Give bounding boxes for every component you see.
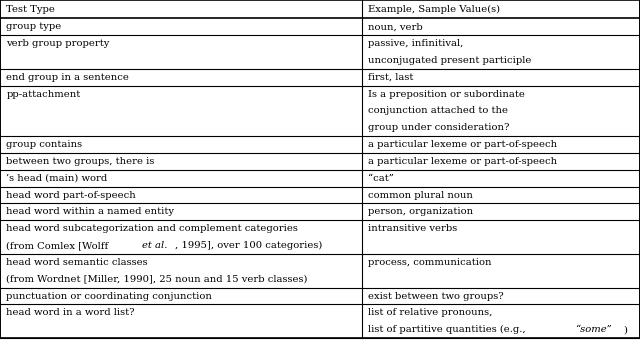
Text: head word part-of-speech: head word part-of-speech (6, 190, 136, 199)
Text: common plural noun: common plural noun (368, 190, 473, 199)
Text: passive, infinitival,: passive, infinitival, (368, 39, 463, 48)
Text: conjunction attached to the: conjunction attached to the (368, 106, 508, 115)
Text: intransitive verbs: intransitive verbs (368, 224, 457, 233)
Text: process, communication: process, communication (368, 258, 492, 267)
Text: (from Comlex [Wolff: (from Comlex [Wolff (6, 241, 112, 250)
Text: head word within a named entity: head word within a named entity (6, 207, 174, 216)
Text: punctuation or coordinating conjunction: punctuation or coordinating conjunction (6, 292, 212, 300)
Text: Test Type: Test Type (6, 4, 55, 14)
Text: head word subcategorization and complement categories: head word subcategorization and compleme… (6, 224, 298, 233)
Text: group under consideration?: group under consideration? (368, 123, 509, 132)
Text: et al.: et al. (142, 241, 168, 250)
Text: end group in a sentence: end group in a sentence (6, 73, 129, 82)
Text: Example, Sample Value(s): Example, Sample Value(s) (368, 4, 500, 14)
Text: pp-attachment: pp-attachment (6, 90, 81, 99)
Text: first, last: first, last (368, 73, 413, 82)
Text: verb group property: verb group property (6, 39, 110, 48)
Text: head word in a word list?: head word in a word list? (6, 308, 135, 317)
Text: group contains: group contains (6, 140, 83, 149)
Text: between two groups, there is: between two groups, there is (6, 157, 155, 166)
Text: list of partitive quantities (e.g.,: list of partitive quantities (e.g., (368, 325, 529, 334)
Text: Is a preposition or subordinate: Is a preposition or subordinate (368, 90, 525, 99)
Text: “some”: “some” (575, 325, 612, 334)
Text: (from Wordnet [Miller, 1990], 25 noun and 15 verb classes): (from Wordnet [Miller, 1990], 25 noun an… (6, 275, 308, 284)
Text: head word semantic classes: head word semantic classes (6, 258, 148, 267)
Text: list of relative pronouns,: list of relative pronouns, (368, 308, 492, 317)
Text: ’s head (main) word: ’s head (main) word (6, 174, 108, 183)
Text: a particular lexeme or part-of-speech: a particular lexeme or part-of-speech (368, 157, 557, 166)
Text: a particular lexeme or part-of-speech: a particular lexeme or part-of-speech (368, 140, 557, 149)
Text: person, organization: person, organization (368, 207, 473, 216)
Text: ): ) (623, 325, 627, 334)
Text: , 1995], over 100 categories): , 1995], over 100 categories) (175, 241, 323, 250)
Text: unconjugated present participle: unconjugated present participle (368, 56, 531, 65)
Text: group type: group type (6, 22, 61, 31)
Text: “cat”: “cat” (368, 174, 394, 183)
Text: noun, verb: noun, verb (368, 22, 423, 31)
Text: exist between two groups?: exist between two groups? (368, 292, 504, 300)
